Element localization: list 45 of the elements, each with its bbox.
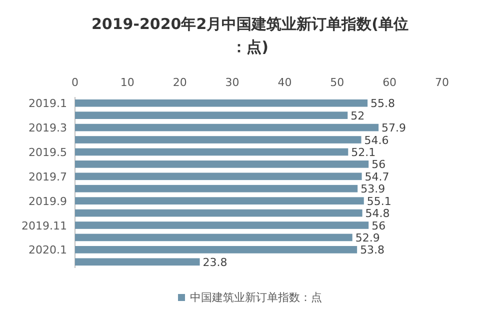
title: 2019-2020年2月中国建筑业新订单指数(单位：点) [92,15,408,56]
x-tick-label: 40 [278,76,292,89]
bar [75,148,348,156]
bar [75,234,352,242]
bar [75,258,200,266]
y-tick-label: 2019.5 [28,146,67,159]
data-label: 56 [372,158,386,172]
bar [75,99,368,107]
x-tick-label: 20 [172,76,187,89]
x-tick-label: 70 [435,76,449,89]
bar [75,209,362,217]
y-tick-label: 2019.11 [22,219,67,232]
x-tick-label: 0 [72,76,78,89]
y-tick-label: 2019.1 [28,97,67,110]
data-label: 54.6 [364,134,389,147]
x-tick-label: 10 [120,76,134,89]
bar [75,184,358,192]
data-label: 52 [350,109,365,122]
bar [75,197,364,204]
data-label: 57.9 [382,122,406,135]
bar [75,222,369,229]
bar [75,172,362,180]
x-tick-label: 60 [382,76,397,89]
data-label: 23.8 [202,256,228,269]
data-label: 54.7 [364,170,390,184]
bar [75,136,362,144]
data-label: 55.8 [370,97,396,110]
data-label: 56 [372,219,386,232]
data-label: 53.8 [360,244,385,257]
bar [75,160,369,168]
y-tick-label: 2020.1 [28,244,67,257]
y-tick-label: 2019.3 [28,122,67,135]
y-tick-label: 2019.9 [28,194,67,208]
data-label: 55.1 [366,194,392,208]
x-tick-label: 50 [330,76,344,89]
x-tick-label: 30 [225,76,240,89]
data-label: 52.1 [351,146,376,159]
bar [75,246,358,254]
data-label: 54.8 [365,207,390,220]
y-tick-label: 2019.7 [28,170,67,184]
bar [75,112,348,119]
data-label: 52.9 [355,231,380,244]
bar [75,124,379,132]
data-label: 53.9 [360,182,386,196]
legend: 中国建筑业新订单指数：点 [178,291,322,304]
